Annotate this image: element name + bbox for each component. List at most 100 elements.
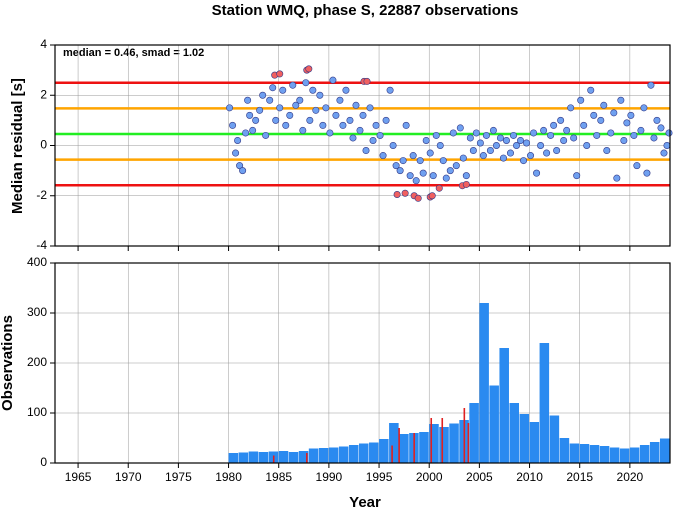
y-tick-label: 100 — [27, 405, 47, 419]
bar — [369, 442, 379, 463]
point — [617, 96, 625, 104]
plot-frame — [54, 262, 671, 464]
point — [513, 142, 521, 150]
point — [379, 152, 387, 160]
bar — [419, 432, 429, 463]
point — [663, 142, 671, 150]
y-tick-label: 200 — [27, 355, 47, 369]
point — [276, 104, 284, 112]
point — [426, 149, 434, 157]
point — [489, 126, 497, 134]
bar — [399, 434, 409, 463]
point — [356, 126, 364, 134]
point — [229, 121, 237, 129]
point — [452, 162, 460, 170]
point — [435, 184, 443, 192]
point — [442, 174, 450, 182]
point — [469, 147, 477, 155]
point — [326, 129, 334, 137]
y-tick-label: 0 — [40, 138, 47, 152]
point — [563, 126, 571, 134]
point — [506, 149, 514, 157]
point — [553, 147, 561, 155]
bar — [609, 447, 620, 463]
point — [523, 139, 531, 147]
point — [346, 116, 354, 124]
bar — [559, 438, 570, 463]
point — [476, 139, 484, 147]
point — [306, 116, 314, 124]
bar — [449, 423, 459, 463]
point — [262, 131, 270, 139]
point — [414, 194, 422, 202]
point — [406, 172, 414, 180]
bar — [379, 439, 389, 463]
bar — [569, 443, 580, 463]
bar — [489, 385, 499, 463]
x-tick-label: 2015 — [566, 470, 593, 484]
point — [640, 104, 648, 112]
point — [499, 154, 507, 162]
bar — [228, 453, 239, 463]
point — [530, 129, 538, 137]
point — [236, 162, 244, 170]
outlier-bar — [441, 418, 444, 463]
point — [362, 147, 370, 155]
point — [276, 70, 284, 78]
point — [439, 157, 447, 165]
point — [244, 96, 252, 104]
x-tick-label: 2000 — [416, 470, 443, 484]
point — [252, 116, 260, 124]
outlier-bar — [272, 455, 275, 463]
point — [399, 157, 407, 165]
point — [282, 121, 290, 129]
point — [359, 111, 367, 119]
point — [466, 134, 474, 142]
point — [419, 169, 427, 177]
point — [286, 111, 294, 119]
point — [352, 101, 360, 109]
point — [386, 86, 394, 94]
annotation: median = 0.46, smad = 1.02 — [63, 47, 204, 59]
point — [242, 129, 250, 137]
y-tick-label: 400 — [27, 255, 47, 269]
outlier-bar — [430, 418, 433, 463]
point — [547, 131, 555, 139]
point — [486, 147, 494, 155]
bar — [479, 303, 489, 463]
point — [590, 111, 598, 119]
y-tick-label: 0 — [40, 455, 47, 469]
y-tick-label: 2 — [40, 87, 47, 101]
point — [412, 177, 420, 185]
bar — [639, 445, 650, 463]
point — [580, 121, 588, 129]
outlier-bar — [391, 445, 393, 463]
bar — [288, 452, 299, 463]
point — [382, 116, 390, 124]
point — [587, 86, 595, 94]
point — [363, 77, 371, 85]
point — [369, 136, 377, 144]
bar — [248, 451, 259, 463]
point — [570, 134, 578, 142]
point — [573, 172, 581, 180]
point — [482, 131, 490, 139]
bar — [469, 403, 479, 463]
point — [597, 116, 605, 124]
point — [366, 104, 374, 112]
point — [422, 136, 430, 144]
bar — [549, 415, 560, 463]
point — [517, 136, 525, 144]
y-tick-label: 300 — [27, 305, 47, 319]
bar — [358, 443, 369, 463]
point — [567, 104, 575, 112]
point — [389, 142, 397, 150]
point — [289, 81, 297, 89]
point — [665, 129, 673, 137]
bar — [318, 448, 329, 463]
point — [246, 111, 254, 119]
bar — [599, 446, 610, 463]
point — [607, 129, 615, 137]
outlier-bar — [467, 423, 470, 463]
bar — [389, 423, 399, 463]
